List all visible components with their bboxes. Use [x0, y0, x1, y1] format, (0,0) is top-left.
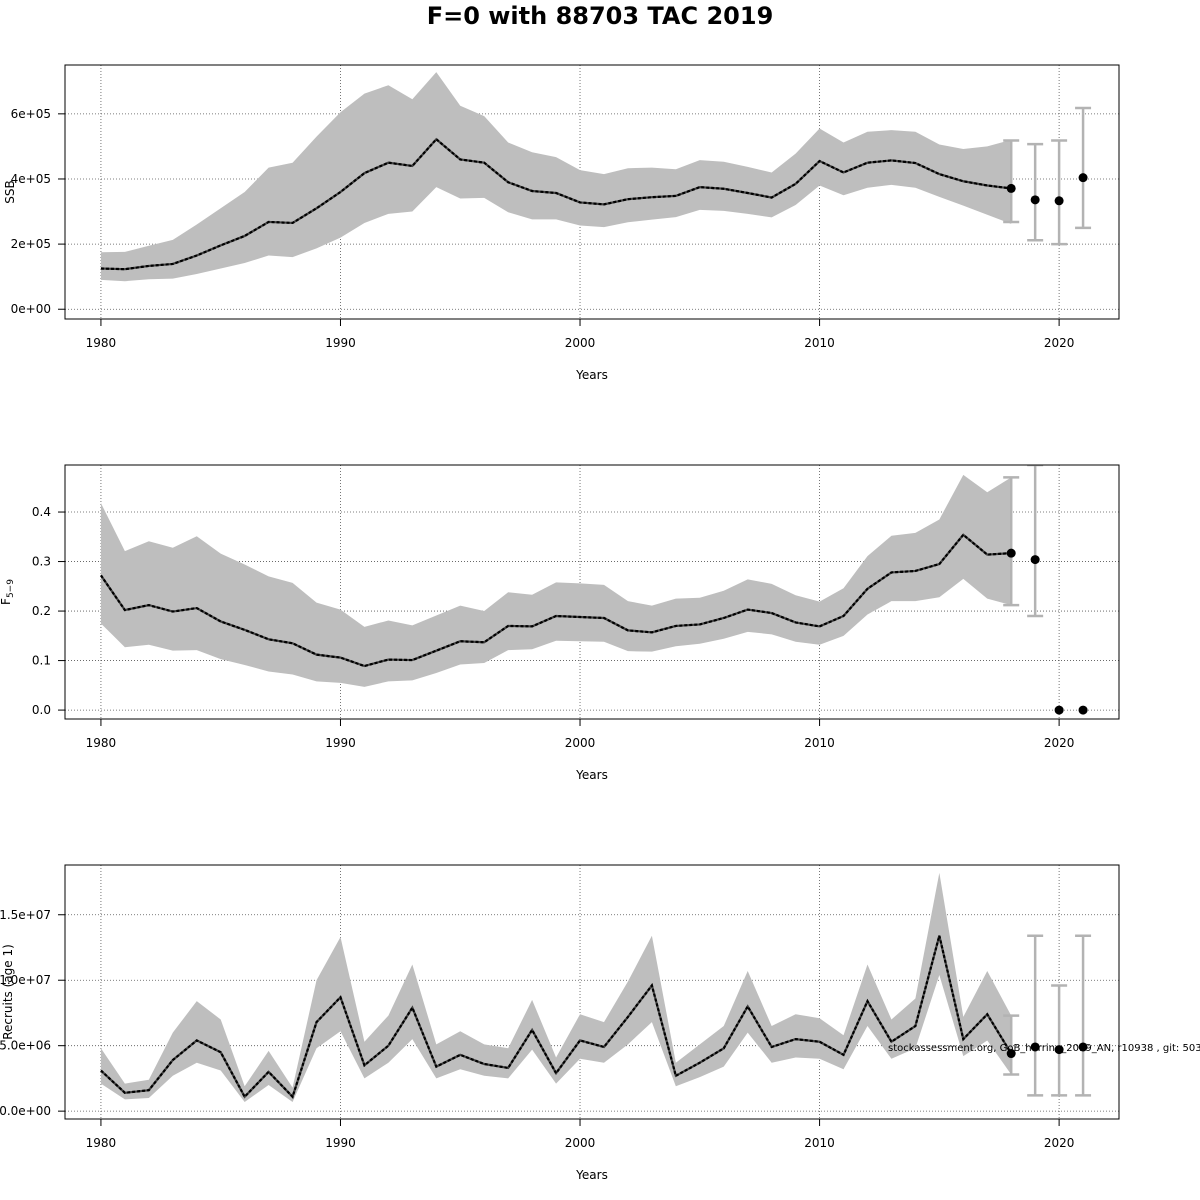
y-axis-label-subscript: 5−9: [6, 579, 16, 598]
x-tick-label: 1980: [86, 336, 117, 350]
y-tick-label: 1.0e+07: [0, 973, 51, 987]
projection-point: [1006, 548, 1016, 558]
y-tick-label: 5.0e+06: [0, 1039, 51, 1053]
estimate-line: [100, 935, 1013, 1099]
y-tick-label: 0.0: [32, 703, 51, 717]
x-axis-label: Years: [575, 368, 608, 382]
projection-point: [1078, 173, 1088, 183]
x-axis-label: Years: [575, 1168, 608, 1182]
projection-point: [1030, 195, 1040, 205]
x-tick-label: 2010: [804, 336, 835, 350]
x-tick-label: 2020: [1044, 336, 1075, 350]
plot-frame: [64, 64, 1120, 320]
footer-note: stockassessment.org, GoB_herring_2019_AN…: [888, 1043, 1200, 1054]
y-tick-label: 0.3: [32, 555, 51, 569]
plot-frame: [64, 464, 1120, 720]
projection-point: [1006, 183, 1016, 193]
y-axis-label: F5−9: [0, 579, 16, 605]
estimate-line: [100, 137, 1012, 271]
confidence-band: [100, 872, 1012, 1102]
chart-panels: 1980 1990 2000 2010 2020 0e+00 2e+05 4e+05 6e+05…: [0, 64, 1120, 1182]
x-tick-label: 1990: [325, 736, 356, 750]
x-axis-label: Years: [575, 768, 608, 782]
panel-2: 1980 1990 2000 2010 2020 0.0 0.1 0.2 0.3 0.4 Years…: [0, 464, 1120, 782]
plot-area: [100, 872, 1092, 1102]
panel-1: 1980 1990 2000 2010 2020 0e+00 2e+05 4e+05 6e+05…: [3, 64, 1120, 382]
y-tick-label: 1.5e+07: [0, 908, 51, 922]
projection-point: [1006, 1049, 1016, 1059]
confidence-band: [100, 474, 1012, 687]
panel-3: 1980 1990 2000 2010 2020 0.0e+00 5.0e+06 1.0e+0…: [0, 864, 1120, 1182]
y-axis-label: SSB: [3, 180, 17, 203]
projection-point: [1030, 1042, 1040, 1052]
y-axis-label: Recruits (age 1): [1, 944, 15, 1040]
y-tick-label: 0.0e+00: [0, 1104, 51, 1118]
x-tick-label: 2000: [565, 1136, 596, 1150]
x-tick-label: 2010: [804, 1136, 835, 1150]
projection-point: [1078, 1042, 1088, 1052]
x-tick-label: 2020: [1044, 736, 1075, 750]
x-tick-label: 2020: [1044, 1136, 1075, 1150]
chart-title: F=0 with 88703 TAC 2019: [427, 2, 774, 30]
x-tick-label: 1990: [325, 1136, 356, 1150]
projection-point: [1054, 705, 1064, 715]
projection-point: [1078, 705, 1088, 715]
plot-frame: [64, 864, 1120, 1120]
plot-area: [100, 72, 1092, 282]
projection-point: [1054, 1045, 1064, 1055]
estimate-line: [100, 533, 1012, 668]
projection-point: [1054, 196, 1064, 206]
x-tick-label: 2010: [804, 736, 835, 750]
y-tick-label: 0.1: [32, 654, 51, 668]
y-tick-label: 0.4: [32, 505, 51, 519]
confidence-band: [100, 72, 1012, 282]
x-tick-label: 1980: [86, 736, 117, 750]
x-tick-label: 1990: [325, 336, 356, 350]
x-tick-label: 2000: [565, 336, 596, 350]
y-tick-label: 0e+00: [11, 302, 51, 316]
plot-area: [100, 465, 1044, 687]
y-tick-label: 4e+05: [11, 172, 51, 186]
y-tick-label: 0.2: [32, 604, 51, 618]
projection-point: [1030, 555, 1040, 565]
x-tick-label: 1980: [86, 1136, 117, 1150]
y-tick-label: 6e+05: [11, 107, 51, 121]
x-tick-label: 2000: [565, 736, 596, 750]
y-tick-label: 2e+05: [11, 237, 51, 251]
